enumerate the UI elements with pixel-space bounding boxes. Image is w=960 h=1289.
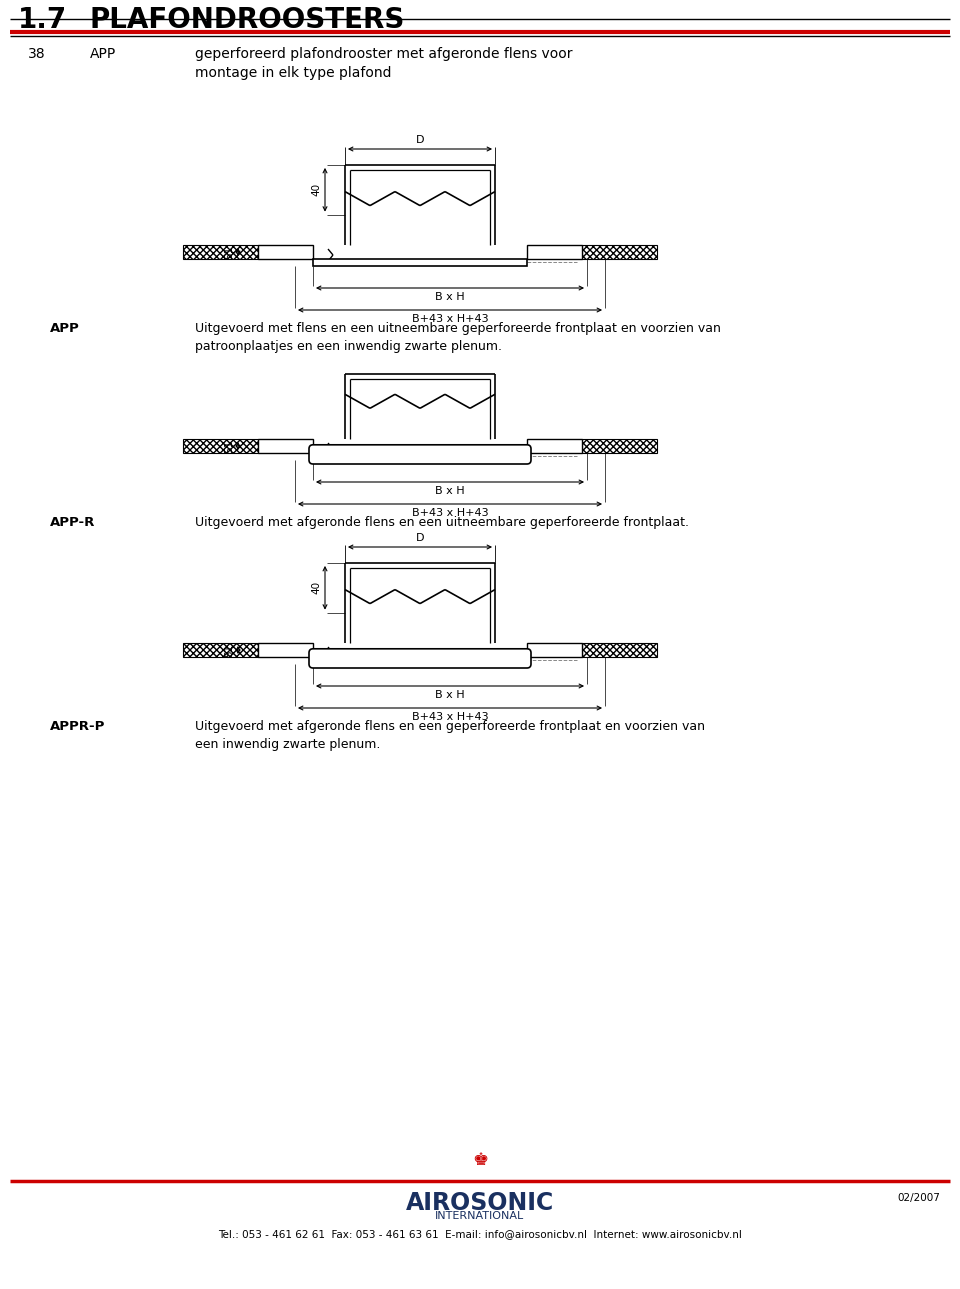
- Text: B x H: B x H: [435, 293, 465, 302]
- Text: B+43 x H+43: B+43 x H+43: [412, 712, 489, 722]
- Text: B+43 x H+43: B+43 x H+43: [412, 508, 489, 518]
- Bar: [183, 245, 258, 259]
- Text: APP-R: APP-R: [50, 516, 95, 528]
- Text: INTERNATIONAL: INTERNATIONAL: [436, 1210, 524, 1221]
- Text: APPR-P: APPR-P: [50, 721, 106, 733]
- Text: Uitgevoerd met flens en een uitneembare geperforeerde frontplaat en voorzien van: Uitgevoerd met flens en een uitneembare …: [195, 322, 721, 353]
- Text: B x H: B x H: [435, 690, 465, 700]
- Bar: [258, 245, 313, 259]
- Text: 40: 40: [311, 581, 321, 594]
- Bar: [314, 450, 526, 454]
- Text: 51: 51: [224, 245, 234, 259]
- Text: 51: 51: [224, 643, 234, 656]
- Text: AIROSONIC: AIROSONIC: [406, 1191, 554, 1216]
- Bar: [582, 643, 657, 657]
- Text: 40: 40: [311, 183, 321, 196]
- Bar: [582, 245, 657, 259]
- Text: 02/2007: 02/2007: [898, 1194, 940, 1203]
- Text: ♚: ♚: [472, 1151, 488, 1169]
- Text: PLAFONDROOSTERS: PLAFONDROOSTERS: [90, 6, 405, 34]
- Text: B x H: B x H: [435, 486, 465, 496]
- Text: 51: 51: [224, 440, 234, 452]
- Text: 1.7: 1.7: [18, 6, 67, 34]
- Text: 38: 38: [28, 46, 46, 61]
- Text: geperforeerd plafondrooster met afgeronde flens voor
montage in elk type plafond: geperforeerd plafondrooster met afgerond…: [195, 46, 572, 80]
- Bar: [527, 643, 582, 657]
- Text: APP: APP: [90, 46, 116, 61]
- Bar: [527, 245, 582, 259]
- Text: D: D: [416, 135, 424, 144]
- Bar: [258, 643, 313, 657]
- Text: Uitgevoerd met afgeronde flens en een uitneembare geperforeerde frontplaat.: Uitgevoerd met afgeronde flens en een ui…: [195, 516, 689, 528]
- Text: Tel.: 053 - 461 62 61  Fax: 053 - 461 63 61  E-mail: info@airosonicbv.nl  Intern: Tel.: 053 - 461 62 61 Fax: 053 - 461 63 …: [218, 1228, 742, 1239]
- Text: Uitgevoerd met afgeronde flens en een geperforeerde frontplaat en voorzien van
e: Uitgevoerd met afgeronde flens en een ge…: [195, 721, 705, 751]
- Text: D: D: [416, 532, 424, 543]
- Bar: [582, 440, 657, 452]
- Bar: [183, 643, 258, 657]
- Bar: [313, 259, 527, 266]
- Bar: [314, 655, 526, 657]
- FancyBboxPatch shape: [309, 648, 531, 668]
- Text: B+43 x H+43: B+43 x H+43: [412, 315, 489, 324]
- FancyBboxPatch shape: [309, 445, 531, 464]
- Text: APP: APP: [50, 322, 80, 335]
- Bar: [258, 440, 313, 452]
- Bar: [527, 440, 582, 452]
- Bar: [183, 440, 258, 452]
